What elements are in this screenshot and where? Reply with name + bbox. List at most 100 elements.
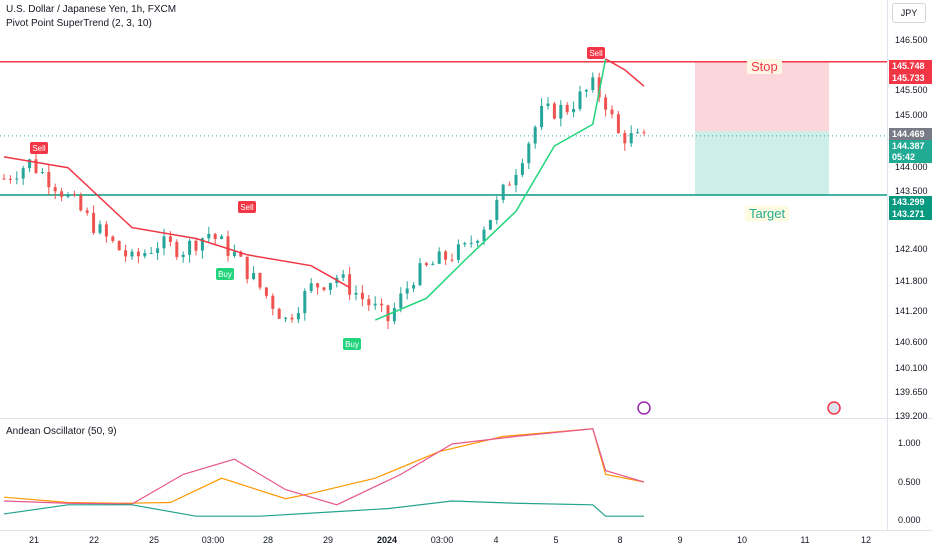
osc-tick-label: 1.000: [898, 438, 921, 448]
price-tick-label: 143.500: [895, 186, 928, 196]
candle-body: [501, 184, 505, 200]
candle-body: [629, 133, 633, 144]
candle-body: [642, 132, 646, 134]
buy-signal: Buy: [218, 270, 232, 279]
supertrend-price-label-bg: [889, 72, 932, 84]
oscillator-title: Andean Oscillator (50, 9): [6, 426, 117, 437]
candle-body: [597, 77, 601, 98]
candle-body: [156, 248, 160, 254]
candle-body: [360, 292, 364, 300]
candle-body: [559, 105, 563, 119]
candle-body: [175, 241, 179, 258]
candle-body: [60, 191, 64, 197]
sell-signal: Sell: [240, 203, 254, 212]
candle-body: [482, 229, 486, 241]
symbol-title: U.S. Dollar / Japanese Yen, 1h, FXCM: [6, 4, 177, 15]
candle-body: [168, 236, 172, 242]
candle-body: [290, 317, 294, 320]
candle-body: [367, 299, 371, 306]
candle-body: [117, 241, 121, 251]
candle-body: [616, 114, 620, 134]
candle-body: [424, 263, 428, 266]
candle-body: [386, 305, 390, 322]
candle-body: [85, 210, 89, 213]
candle-body: [79, 195, 83, 211]
supertrend-tail-line: [605, 58, 645, 87]
candle-body: [232, 251, 236, 256]
time-tick-label: 03:00: [202, 535, 225, 545]
candle-body: [34, 159, 38, 173]
candle-body: [15, 178, 19, 180]
sell-signal-bg[interactable]: [30, 142, 48, 154]
target-zone: [695, 131, 829, 196]
candle-body: [437, 251, 441, 264]
sell-signal-bg[interactable]: [587, 47, 605, 59]
candle-body: [514, 174, 518, 186]
candle-body: [194, 240, 198, 251]
candle-body: [418, 263, 422, 286]
current-price-label: 144.387: [892, 141, 925, 151]
price-tick-label: 144.000: [895, 162, 928, 172]
event-flash-icon[interactable]: [637, 401, 651, 415]
time-tick-label: 11: [800, 535, 809, 545]
candle-body: [271, 295, 275, 309]
candle-body: [66, 194, 70, 197]
time-tick-label: 25: [149, 535, 159, 545]
candle-body: [239, 251, 243, 257]
target-secondary-label: 143.271: [892, 209, 925, 219]
candle-body: [584, 89, 588, 92]
candle-body: [162, 236, 166, 249]
candle-body: [380, 303, 384, 306]
candle-body: [40, 172, 44, 174]
time-tick-label: 28: [263, 535, 273, 545]
osc-tick-label: 0.500: [898, 477, 921, 487]
currency-button[interactable]: JPY: [892, 3, 926, 23]
candle-body: [72, 194, 76, 196]
time-tick-label: 21: [29, 535, 39, 545]
candle-body: [130, 251, 134, 257]
candle-body: [354, 292, 358, 295]
candle-body: [328, 283, 332, 290]
target-annotation: Target: [745, 206, 790, 221]
time-tick-label: 12: [861, 535, 871, 545]
time-tick-label: 10: [737, 535, 747, 545]
osc-tick-label: 0.000: [898, 515, 921, 525]
stop-price-label-bg: [889, 60, 932, 72]
supertrend-down-line: [3, 156, 350, 289]
candle-body: [200, 238, 204, 251]
current-price-label-bg: [889, 140, 932, 152]
candle-body: [181, 254, 185, 258]
candle-body: [296, 313, 300, 320]
price-tick-label: 145.500: [895, 85, 928, 95]
candle-body: [488, 219, 492, 230]
sell-signal-bg[interactable]: [238, 201, 256, 213]
target-price-label-bg: [889, 196, 932, 208]
us-flag-icon[interactable]: [827, 401, 841, 415]
candle-body: [92, 212, 96, 233]
candle-body: [136, 251, 140, 257]
sell-signal: Sell: [32, 144, 46, 153]
candle-body: [213, 233, 217, 240]
candle-body: [373, 303, 377, 306]
candle-body: [623, 133, 627, 144]
candle-body: [143, 253, 147, 257]
candle-body: [316, 283, 320, 288]
buy-signal-bg[interactable]: [216, 268, 234, 280]
entry-price-label-bg: [889, 128, 932, 140]
buy-signal-bg[interactable]: [343, 338, 361, 350]
price-tick-label: 140.100: [895, 363, 928, 373]
candle-body: [392, 308, 396, 322]
candle-body: [469, 242, 473, 244]
andean-bear-line: [3, 428, 645, 506]
candle-body: [546, 103, 550, 106]
candle-body: [207, 233, 211, 239]
sell-signal: Sell: [589, 49, 603, 58]
candle-body: [399, 293, 403, 309]
candle-body: [476, 240, 480, 243]
candle-body: [53, 187, 57, 192]
indicator-title: Pivot Point SuperTrend (2, 3, 10): [6, 18, 152, 29]
candle-body: [245, 256, 249, 280]
price-tick-label: 146.500: [895, 35, 928, 45]
